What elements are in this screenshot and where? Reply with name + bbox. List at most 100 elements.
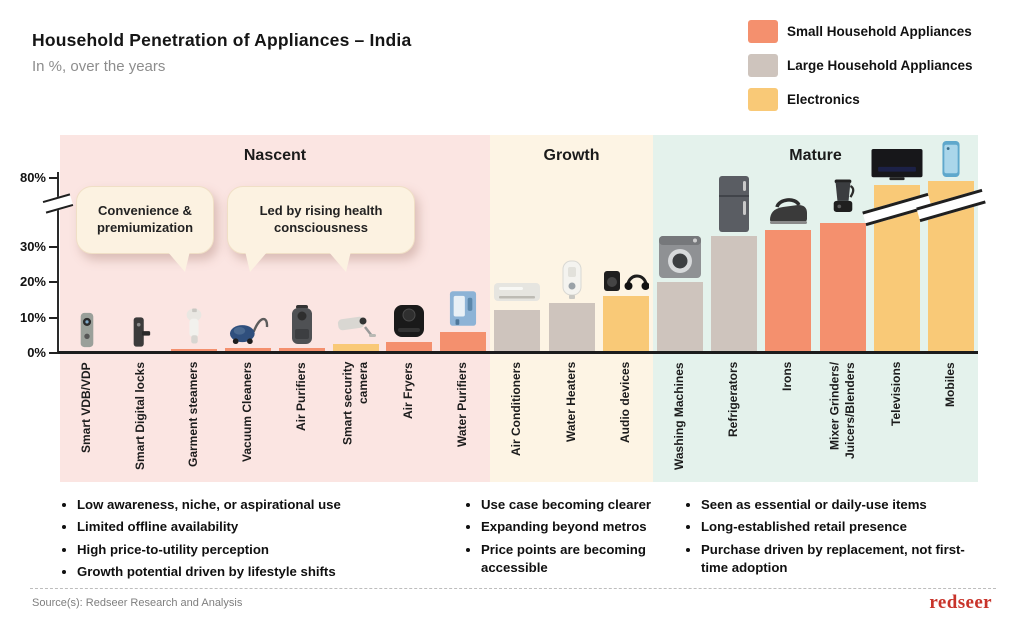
y-tick [49, 177, 58, 179]
y-tick [49, 352, 58, 354]
bar-washing-machines [657, 282, 704, 353]
legend-swatch [748, 54, 778, 77]
page-title: Household Penetration of Appliances – In… [32, 30, 412, 50]
airpurifier-icon [290, 305, 314, 345]
bubble-tail [166, 251, 190, 272]
x-axis-line [58, 351, 978, 354]
x-label-audio-devices: Audio devices [618, 362, 633, 444]
footer-divider [30, 588, 996, 589]
x-label-air-purifiers: Air Purifiers [294, 362, 309, 431]
x-label-smart-security-camera: Smart security camera [340, 362, 370, 446]
bar-vacuum-cleaners [225, 347, 272, 353]
x-label-smart-vdb-vdp: Smart VDB/VDP [79, 362, 94, 453]
notes-mature: Seen as essential or daily-use items Long… [682, 496, 984, 582]
legend-swatch [748, 88, 778, 111]
notes-list-growth: Use case becoming clearer Expanding beyon… [462, 496, 667, 578]
section-title-growth: Growth [543, 147, 600, 164]
redseer-logo: redseer [929, 592, 992, 613]
bar-air-conditioners [494, 310, 541, 353]
legend-label: Electronics [787, 92, 860, 107]
fridge-icon [717, 175, 751, 233]
legend-item-electronics: Electronics [748, 88, 973, 111]
note-bullet: Limited offline availability [77, 518, 440, 536]
x-label-garment-steamers: Garment steamers [186, 362, 201, 468]
y-tick-label: 20% [19, 274, 46, 289]
bar-smart-security-camera [332, 344, 379, 353]
mobile-icon [941, 140, 961, 178]
callout-bubble-convenience: Convenience & premiumization [76, 186, 214, 272]
note-bullet: Seen as essential or daily-use items [701, 496, 984, 514]
x-label-water-heaters: Water Heaters [563, 362, 578, 443]
waterpurifier-icon [449, 289, 477, 329]
section-title-mature: Mature [789, 147, 842, 164]
x-label-mixer-grinders-juicers-blenders: Mixer Grinders/ Juicers/Blenders [826, 362, 857, 459]
y-tick [49, 245, 58, 248]
section-title-nascent: Nascent [243, 147, 307, 164]
y-tick-label: 80% [19, 170, 46, 185]
airfryer-icon [392, 303, 426, 339]
bar-refrigerators [711, 235, 758, 353]
x-label-smart-digital-locks: Smart Digital locks [132, 362, 147, 471]
bar-water-purifiers [440, 331, 487, 353]
legend-swatch [748, 20, 778, 43]
note-bullet: High price-to-utility perception [77, 541, 440, 559]
notes-growth: Use case becoming clearer Expanding beyon… [462, 496, 667, 582]
note-bullet: Use case becoming clearer [481, 496, 667, 514]
callout-text: Convenience & premiumization [96, 203, 194, 235]
page-subtitle: In %, over the years [32, 58, 166, 75]
bar-air-fryers [386, 342, 433, 353]
cctv-icon [336, 313, 376, 341]
x-label-vacuum-cleaners: Vacuum Cleaners [240, 362, 255, 463]
x-label-irons: Irons [780, 362, 795, 392]
x-label-refrigerators: Refrigerators [726, 362, 741, 438]
notes-nascent: Low awareness, niche, or aspirational us… [58, 496, 440, 586]
legend-item-small-household-appliances: Small Household Appliances [748, 20, 973, 43]
x-label-televisions: Televisions [888, 362, 903, 427]
bar-water-heaters [548, 303, 595, 353]
doorbell-icon [78, 311, 96, 349]
bar-air-purifiers [278, 347, 325, 353]
note-bullet: Long-established retail presence [701, 518, 984, 536]
legend-label: Large Household Appliances [787, 58, 973, 73]
note-bullet: Low awareness, niche, or aspirational us… [77, 496, 440, 514]
note-bullet: Growth potential driven by lifestyle shi… [77, 563, 440, 581]
lock-icon [130, 315, 152, 349]
y-tick [49, 281, 58, 283]
legend: Small Household Appliances Large Househol… [748, 20, 973, 111]
mixer-icon [830, 178, 856, 220]
vacuum-icon [226, 309, 270, 345]
iron-icon [767, 197, 809, 227]
source-text: Source(s): Redseer Research and Analysis [32, 597, 243, 609]
legend-label: Small Household Appliances [787, 24, 972, 39]
x-label-mobiles: Mobiles [943, 362, 958, 407]
bar-irons [765, 230, 812, 353]
x-label-air-fryers: Air Fryers [401, 362, 416, 419]
note-bullet: Expanding beyond metros [481, 518, 667, 536]
note-bullet: Purchase driven by replacement, not firs… [701, 541, 984, 578]
y-tick-label: 30% [19, 238, 46, 254]
y-tick-label: 0% [27, 345, 46, 360]
x-label-air-conditioners: Air Conditioners [509, 362, 524, 457]
steamer-icon [182, 306, 206, 346]
legend-item-large-household-appliances: Large Household Appliances [748, 54, 973, 77]
callout-bubble-health: Led by rising health consciousness [227, 186, 415, 272]
y-axis-line [57, 172, 59, 353]
heater-icon [561, 260, 583, 300]
x-label-water-purifiers: Water Purifiers [455, 362, 470, 447]
notes-list-mature: Seen as essential or daily-use items Long… [682, 496, 984, 578]
y-tick [49, 316, 58, 319]
washer-icon [658, 235, 702, 279]
note-bullet: Price points are becoming accessible [481, 541, 667, 578]
bubble-tail [328, 251, 352, 272]
bubble-tail [244, 251, 268, 272]
callout-text: Led by rising health consciousness [259, 203, 383, 235]
notes-list-nascent: Low awareness, niche, or aspirational us… [58, 496, 440, 582]
x-label-washing-machines: Washing Machines [672, 362, 687, 470]
audio-icon [603, 265, 649, 293]
bar-mixer-grinders-juicers-blenders [819, 223, 866, 353]
tv-icon [869, 148, 925, 182]
ac-icon [493, 279, 541, 307]
y-tick-label: 10% [19, 309, 46, 325]
bar-audio-devices [602, 296, 649, 353]
